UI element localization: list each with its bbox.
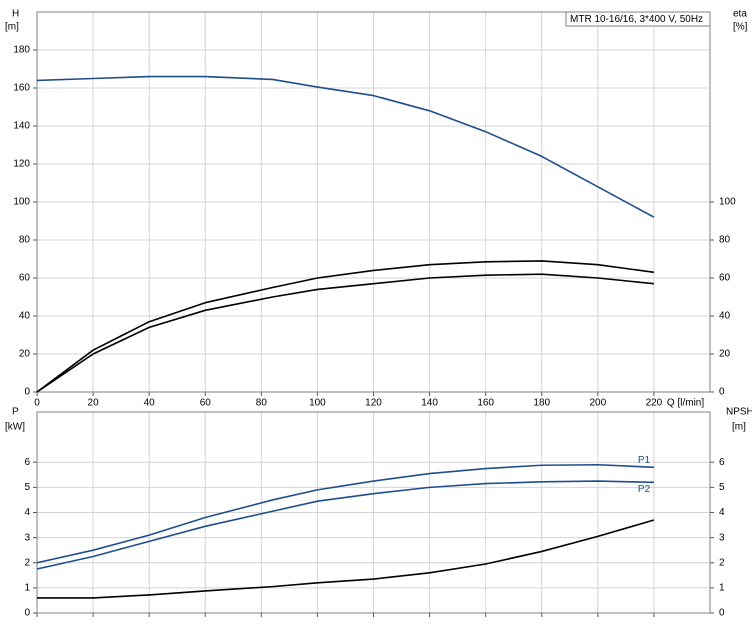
x-tick-label: 40 [144,398,156,409]
curve [36,75,655,218]
y2-tick-label: 60 [719,273,731,284]
curve [36,463,654,564]
y-tick-label: 80 [19,235,31,246]
annotation: MTR 10-16/16, 3*400 V, 50Hz [570,14,703,25]
y-tick-label: 2 [24,557,30,568]
y-tick-label: 140 [13,121,30,132]
curve [36,260,655,393]
y-tick-label: 1 [24,583,30,594]
annotation-box [565,11,711,27]
y-tick-label: 0 [24,608,30,619]
series-label: P2 [638,484,651,495]
y-tick-label: 40 [19,311,31,322]
y-tick-label: 3 [24,532,30,543]
curve [36,273,655,393]
x-tick-label: 60 [200,398,212,409]
plot-frame [36,411,711,614]
y-axis-label: P [12,407,19,418]
y2-tick-label: 100 [719,197,736,208]
y2-tick-label: 0 [719,608,725,619]
y2-axis-unit: [%] [733,22,748,33]
y2-tick-label: 0 [719,387,725,398]
y-tick-label: 6 [24,457,30,468]
x-tick-label: 0 [34,398,40,409]
y-tick-label: 20 [19,349,31,360]
series-label: P1 [638,455,651,466]
y-tick-label: 5 [24,482,30,493]
x-tick-label: 200 [589,398,606,409]
y2-tick-label: 4 [719,507,725,518]
y2-tick-label: 40 [719,311,731,322]
plot-frame [36,11,711,393]
curve [36,480,654,570]
y-tick-label: 0 [24,387,30,398]
y2-tick-label: 2 [719,557,725,568]
x-tick-label: 100 [309,398,326,409]
x-axis-label: Q [l/min] [667,398,704,409]
y2-axis-unit: [m] [732,422,746,433]
y2-tick-label: 1 [719,583,725,594]
x-tick-label: 220 [646,398,663,409]
y-tick-label: 160 [13,83,30,94]
y-tick-label: 180 [13,45,30,56]
y-axis-label: H [12,9,19,20]
y2-tick-label: 80 [719,235,731,246]
x-tick-label: 140 [421,398,438,409]
y2-tick-label: 5 [719,482,725,493]
x-tick-label: 180 [533,398,550,409]
y2-axis-label: eta [733,9,747,20]
curve [37,519,655,599]
y-tick-label: 4 [24,507,30,518]
y2-tick-label: 6 [719,457,725,468]
y-tick-label: 120 [13,159,30,170]
y-axis-unit: [kW] [5,422,25,433]
y-axis-unit: [m] [5,22,19,33]
y-tick-label: 60 [19,273,31,284]
x-tick-label: 80 [256,398,268,409]
x-tick-label: 160 [477,398,494,409]
y-tick-label: 100 [13,197,30,208]
y2-axis-label: NPSH [726,407,752,418]
x-tick-label: 20 [88,398,100,409]
y2-tick-label: 3 [719,532,725,543]
x-tick-label: 120 [365,398,382,409]
y2-tick-label: 20 [719,349,731,360]
